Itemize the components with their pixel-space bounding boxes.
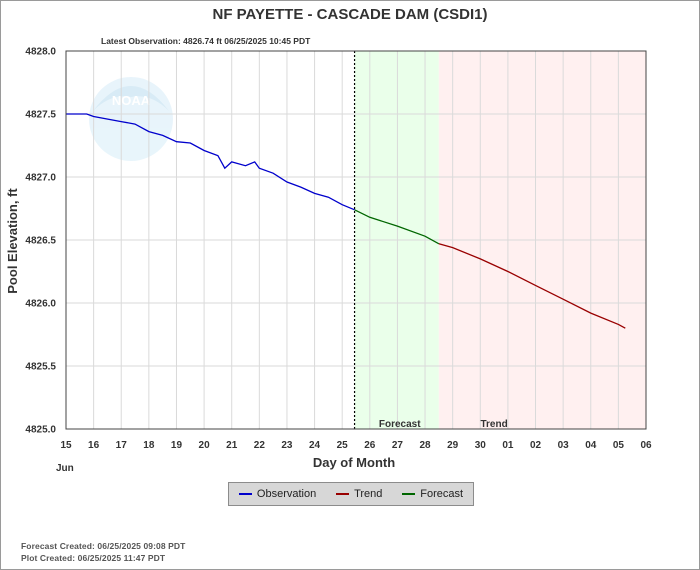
y-tick-label: 4825.0 — [25, 425, 56, 436]
noaa-logo: NOAA — [89, 77, 173, 161]
x-tick-label: 01 — [502, 440, 514, 451]
plot-created-text: Plot Created: 06/25/2025 11:47 PDT — [21, 553, 166, 563]
x-tick-label: 16 — [88, 440, 100, 451]
x-tick-label: 03 — [558, 440, 570, 451]
y-tick-label: 4826.0 — [25, 299, 56, 310]
forecast-region-label: Forecast — [379, 419, 421, 430]
legend-swatch-trend — [336, 493, 350, 495]
y-tick-label: 4828.0 — [25, 47, 56, 58]
chart-title: NF PAYETTE - CASCADE DAM (CSDI1) — [212, 6, 487, 23]
x-tick-label: 29 — [447, 440, 459, 451]
y-tick-label: 4826.5 — [25, 236, 56, 247]
legend-item-forecast: Forecast — [402, 488, 463, 500]
x-tick-label: 06 — [640, 440, 652, 451]
x-tick-label: 26 — [364, 440, 376, 451]
x-tick-label: 25 — [337, 440, 349, 451]
x-tick-label: 20 — [199, 440, 211, 451]
series-line-observation — [66, 113, 355, 211]
legend-item-trend: Trend — [336, 488, 382, 500]
hydrograph-chart: NF PAYETTE - CASCADE DAM (CSDI1) Latest … — [5, 6, 652, 474]
chart-subtitle: Latest Observation: 4826.74 ft 06/25/202… — [101, 36, 311, 46]
chart-legend: Observation Trend Forecast — [228, 482, 474, 506]
x-tick-label: 04 — [585, 440, 597, 451]
x-tick-label: 24 — [309, 440, 321, 451]
series-line-trend — [438, 243, 626, 329]
series-line-forecast — [354, 209, 440, 245]
x-tick-label: 22 — [254, 440, 266, 451]
x-tick-label: 21 — [226, 440, 238, 451]
y-tick-label: 4825.5 — [25, 362, 56, 373]
y-tick-label: 4827.5 — [25, 110, 56, 121]
x-tick-label: 02 — [530, 440, 542, 451]
y-tick-label: 4827.0 — [25, 173, 56, 184]
legend-swatch-observation — [238, 493, 252, 495]
legend-label-forecast: Forecast — [420, 488, 464, 500]
noaa-logo-bird — [93, 86, 169, 111]
x-tick-label: 18 — [143, 440, 155, 451]
x-tick-label: 30 — [475, 440, 487, 451]
legend-label-trend: Trend — [354, 488, 383, 500]
month-label: Jun — [56, 463, 74, 474]
x-tick-label: 19 — [171, 440, 183, 451]
legend-swatch-forecast — [402, 493, 416, 495]
noaa-logo-text: NOAA — [112, 93, 151, 108]
x-tick-label: 05 — [613, 440, 625, 451]
y-axis-label: Pool Elevation, ft — [5, 188, 20, 294]
plot-border — [65, 50, 647, 430]
trend-region-label: Trend — [480, 419, 507, 430]
x-tick-label: 17 — [116, 440, 128, 451]
x-tick-label: 23 — [281, 440, 293, 451]
x-tick-label: 27 — [392, 440, 404, 451]
legend-label-observation: Observation — [256, 488, 317, 500]
forecast-created-text: Forecast Created: 06/25/2025 09:08 PDT — [21, 541, 186, 551]
plot-area: NOAA 15 16 17 18 19 20 21 22 23 24 25 26 27 28 29 30 01 02… — [25, 47, 652, 452]
legend-item-observation: Observation — [238, 488, 317, 500]
x-axis-label: Day of Month — [313, 455, 395, 470]
x-tick-label: 15 — [60, 440, 72, 451]
x-tick-label: 28 — [419, 440, 431, 451]
